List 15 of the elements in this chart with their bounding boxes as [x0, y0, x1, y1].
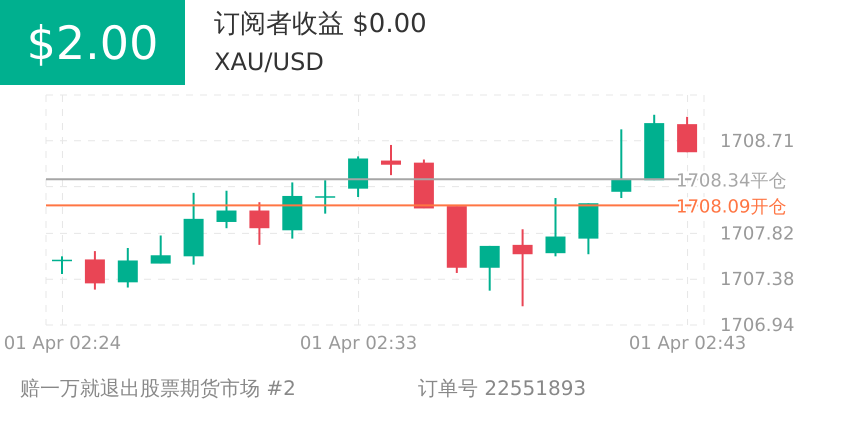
y-tick-label: 1706.94 — [720, 315, 794, 336]
candlestick — [52, 256, 72, 274]
x-tick-label: 01 Apr 02:33 — [300, 333, 418, 354]
chart-subtitle: XAU/USD — [214, 48, 324, 76]
y-tick-label: 1707.38 — [720, 269, 794, 290]
x-tick-label: 01 Apr 02:43 — [628, 333, 746, 354]
text: 订单号 22551893 — [418, 375, 586, 402]
x-tick-label: 01 Apr 02:24 — [4, 333, 122, 354]
chart-title: 订阅者收益 $0.00 — [214, 8, 427, 41]
y-tick-label: 1707.82 — [720, 223, 794, 244]
ref-line-label: 1708.09开仓 — [676, 196, 786, 218]
text: 赔一万就退出股票期货市场 #2 — [20, 375, 296, 402]
y-tick-label: 1708.71 — [720, 130, 794, 152]
text: $2.00 — [0, 0, 185, 85]
ref-line-label: 1708.34平仓 — [676, 170, 786, 192]
